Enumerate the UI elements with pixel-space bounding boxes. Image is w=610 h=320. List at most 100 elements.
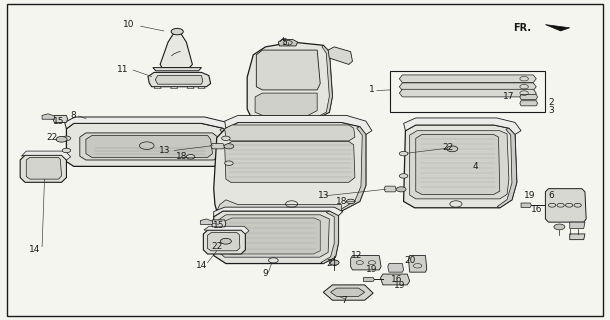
Polygon shape xyxy=(26,157,62,179)
Text: 22: 22 xyxy=(442,143,454,152)
Polygon shape xyxy=(255,93,317,116)
Text: 22: 22 xyxy=(211,242,223,251)
Polygon shape xyxy=(331,288,365,296)
Polygon shape xyxy=(409,256,427,272)
Text: 6: 6 xyxy=(548,190,554,200)
Circle shape xyxy=(221,136,230,140)
Polygon shape xyxy=(156,76,203,84)
Text: 17: 17 xyxy=(503,92,515,101)
Polygon shape xyxy=(224,125,355,141)
Text: 11: 11 xyxy=(117,65,128,74)
Polygon shape xyxy=(80,133,220,160)
Polygon shape xyxy=(214,123,366,211)
Polygon shape xyxy=(207,233,240,251)
Text: 21: 21 xyxy=(327,259,338,268)
Polygon shape xyxy=(224,218,320,254)
Polygon shape xyxy=(224,116,372,134)
Polygon shape xyxy=(400,89,536,97)
Text: FR.: FR. xyxy=(514,23,531,33)
Polygon shape xyxy=(218,215,329,257)
Text: 19: 19 xyxy=(525,190,536,200)
Polygon shape xyxy=(204,226,249,234)
Polygon shape xyxy=(153,68,201,71)
Text: 18: 18 xyxy=(336,197,347,206)
Polygon shape xyxy=(364,277,375,281)
Polygon shape xyxy=(520,94,537,100)
Polygon shape xyxy=(404,118,521,134)
Text: 16: 16 xyxy=(531,205,542,214)
Circle shape xyxy=(554,224,565,230)
Circle shape xyxy=(171,28,183,35)
Polygon shape xyxy=(210,143,224,149)
Circle shape xyxy=(329,260,339,265)
Text: 16: 16 xyxy=(390,275,402,284)
Polygon shape xyxy=(384,186,396,192)
Circle shape xyxy=(396,187,406,192)
Text: 1: 1 xyxy=(369,85,375,94)
Polygon shape xyxy=(545,189,586,222)
Polygon shape xyxy=(410,131,509,199)
Text: 22: 22 xyxy=(47,133,58,142)
Text: 12: 12 xyxy=(351,251,362,260)
Circle shape xyxy=(224,161,233,165)
Polygon shape xyxy=(214,211,339,264)
Polygon shape xyxy=(400,75,536,83)
Text: 8: 8 xyxy=(71,111,77,120)
Polygon shape xyxy=(351,256,381,270)
Text: 19: 19 xyxy=(393,281,405,290)
Polygon shape xyxy=(388,264,404,272)
Circle shape xyxy=(186,155,195,159)
Polygon shape xyxy=(86,135,212,157)
Polygon shape xyxy=(20,155,66,182)
Circle shape xyxy=(62,148,71,153)
Polygon shape xyxy=(416,134,500,195)
Text: 13: 13 xyxy=(318,190,329,200)
Text: 9: 9 xyxy=(262,268,268,278)
Text: 15: 15 xyxy=(213,221,224,230)
Polygon shape xyxy=(215,128,229,166)
Polygon shape xyxy=(198,87,205,88)
Polygon shape xyxy=(310,45,332,122)
Circle shape xyxy=(224,144,234,149)
Polygon shape xyxy=(328,47,353,64)
Text: 10: 10 xyxy=(123,20,134,29)
Polygon shape xyxy=(381,274,410,285)
Text: 19: 19 xyxy=(366,265,378,275)
Polygon shape xyxy=(65,117,235,134)
Polygon shape xyxy=(187,87,194,88)
Text: 14: 14 xyxy=(29,245,40,254)
Polygon shape xyxy=(247,42,332,122)
Circle shape xyxy=(447,146,458,152)
Text: 2: 2 xyxy=(548,98,554,107)
Polygon shape xyxy=(214,207,343,217)
Polygon shape xyxy=(200,219,212,224)
Polygon shape xyxy=(42,114,54,119)
Polygon shape xyxy=(66,123,229,166)
Circle shape xyxy=(220,238,231,244)
Polygon shape xyxy=(321,211,339,264)
Polygon shape xyxy=(340,126,366,211)
Polygon shape xyxy=(521,203,531,207)
Polygon shape xyxy=(154,87,162,88)
Text: 4: 4 xyxy=(473,162,478,171)
Polygon shape xyxy=(21,151,71,160)
Circle shape xyxy=(346,199,355,204)
Text: 3: 3 xyxy=(548,106,554,115)
Polygon shape xyxy=(323,285,373,300)
Polygon shape xyxy=(570,222,585,228)
Polygon shape xyxy=(217,200,342,211)
Text: 13: 13 xyxy=(159,146,171,155)
Circle shape xyxy=(400,151,408,156)
Text: 5: 5 xyxy=(281,38,287,47)
Polygon shape xyxy=(520,101,537,106)
Polygon shape xyxy=(570,234,585,240)
Polygon shape xyxy=(171,87,178,88)
Circle shape xyxy=(400,174,408,178)
Polygon shape xyxy=(497,128,517,208)
Polygon shape xyxy=(203,230,245,254)
Polygon shape xyxy=(160,33,192,68)
Polygon shape xyxy=(400,83,536,91)
Polygon shape xyxy=(224,141,355,182)
Polygon shape xyxy=(53,116,68,123)
Circle shape xyxy=(56,136,67,142)
